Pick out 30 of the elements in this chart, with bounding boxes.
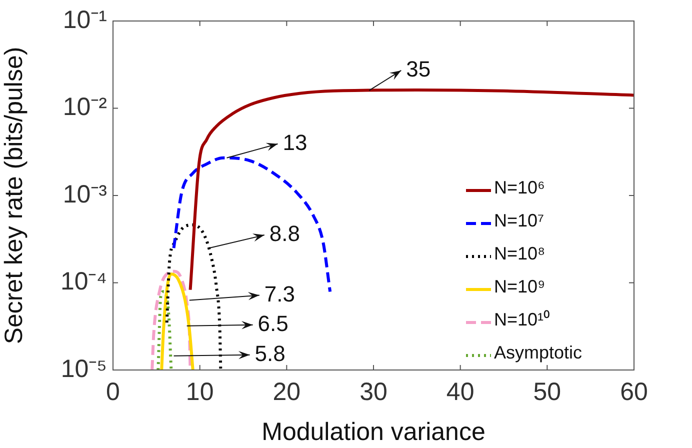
annotation: 5.8 bbox=[254, 340, 286, 366]
legend-label: N=10⁷ bbox=[494, 210, 544, 230]
y-tick-label: 10⁻⁵ bbox=[60, 354, 107, 383]
legend-label: N=10⁹ bbox=[494, 276, 546, 296]
x-tick-label: 50 bbox=[533, 378, 562, 406]
line-series bbox=[156, 290, 173, 370]
line-series bbox=[165, 223, 222, 370]
annotation: 35 bbox=[406, 56, 431, 82]
x-axis-title: Modulation variance bbox=[262, 418, 486, 446]
annotation: 7.3 bbox=[264, 281, 296, 306]
x-tick-label: 10 bbox=[186, 378, 214, 406]
y-axis-title: Secret key rate (bits/pulse) bbox=[0, 46, 28, 344]
line-series bbox=[150, 270, 192, 370]
y-tick-label: 10⁻⁴ bbox=[60, 268, 107, 296]
x-tick-label: 40 bbox=[446, 378, 474, 406]
annotation: 13 bbox=[282, 130, 308, 155]
line-series bbox=[160, 272, 194, 370]
x-tick-label: 0 bbox=[106, 378, 120, 406]
x-tick-label: 20 bbox=[272, 378, 301, 406]
y-tick-label: 10⁻³ bbox=[62, 180, 107, 208]
legend-label: N=10¹⁰ bbox=[494, 309, 550, 330]
annotation: 8.8 bbox=[269, 221, 300, 246]
x-tick-label: 30 bbox=[360, 378, 388, 406]
y-tick-label: 10⁻² bbox=[62, 93, 107, 122]
x-tick-label: 60 bbox=[620, 378, 648, 406]
y-tick-label: 10⁻¹ bbox=[62, 6, 107, 34]
annotation: 6.5 bbox=[258, 310, 288, 336]
legend-label: N=10⁶ bbox=[494, 177, 545, 198]
legend-label: N=10⁸ bbox=[494, 243, 546, 264]
legend-label: Asymptotic bbox=[494, 342, 582, 362]
